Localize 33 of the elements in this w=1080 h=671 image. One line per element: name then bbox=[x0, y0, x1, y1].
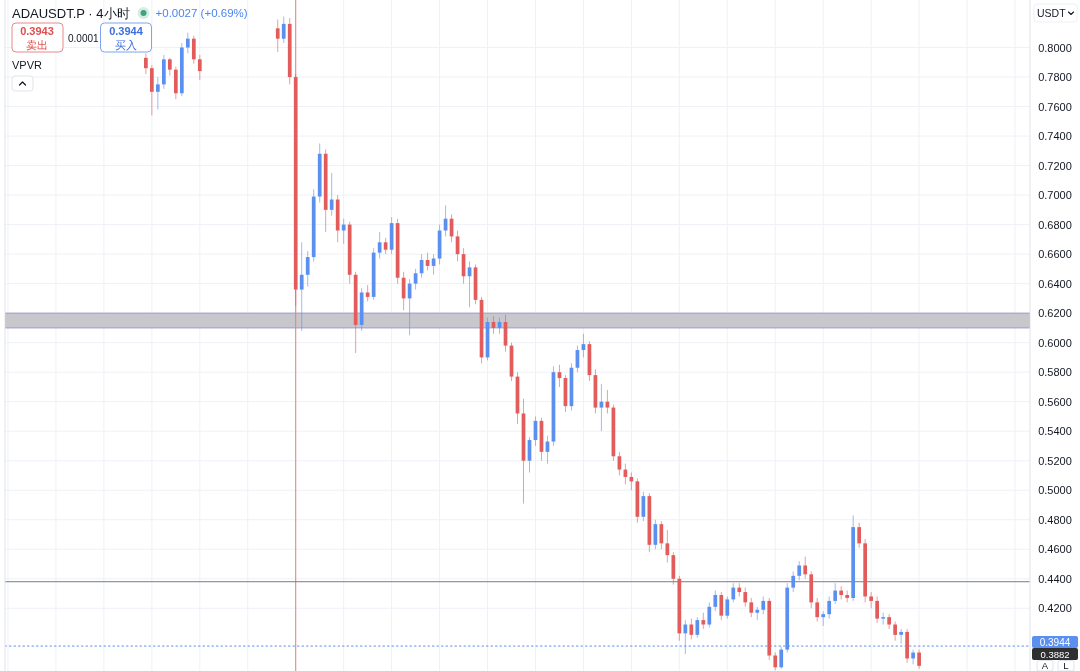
y-tick-label: 0.6200 bbox=[1038, 307, 1072, 320]
annotation: 0.3943 bbox=[20, 25, 54, 37]
chart-title: ADAUSDT.P · 4小时 bbox=[12, 5, 130, 21]
y-tick-label: 0.7400 bbox=[1038, 130, 1072, 143]
y-tick-label: 0.7200 bbox=[1038, 159, 1072, 172]
y-tick-label: 0.8000 bbox=[1038, 41, 1072, 54]
y-tick-label: 0.5600 bbox=[1038, 395, 1072, 408]
annotation: 买入 bbox=[115, 38, 137, 51]
annotation: +0.0027 (+0.69%) bbox=[155, 7, 248, 19]
y-tick-label: 0.5800 bbox=[1038, 366, 1072, 379]
annotation: 0.0001 bbox=[68, 32, 100, 44]
y-axis-title: USDT bbox=[1037, 7, 1067, 19]
y-tick-label: 0.6000 bbox=[1038, 336, 1072, 349]
y-tick-label: 0.7600 bbox=[1038, 100, 1072, 113]
annotation: 卖出 bbox=[26, 38, 48, 51]
text: A bbox=[1041, 660, 1049, 671]
y-tick-label: 0.4400 bbox=[1038, 572, 1072, 585]
y-tick-label: 0.7000 bbox=[1038, 189, 1072, 202]
ref-line-label: 0.3944 bbox=[1039, 636, 1071, 648]
y-tick-label: 0.5200 bbox=[1038, 454, 1072, 467]
y-tick-label: 0.4200 bbox=[1038, 602, 1072, 615]
y-tick-label: 0.4800 bbox=[1038, 513, 1072, 526]
text: L bbox=[1063, 660, 1069, 671]
y-tick-label: 0.6800 bbox=[1038, 218, 1072, 231]
text: 0.3882 bbox=[1040, 648, 1070, 660]
annotation: VPVR bbox=[12, 59, 43, 71]
y-tick-label: 0.6400 bbox=[1038, 277, 1072, 290]
y-tick-label: 0.4600 bbox=[1038, 543, 1072, 556]
y-tick-label: 0.7800 bbox=[1038, 71, 1072, 84]
y-tick-label: 0.5400 bbox=[1038, 425, 1072, 438]
annotation: 0.3944 bbox=[109, 25, 144, 37]
y-tick-label: 0.6600 bbox=[1038, 248, 1072, 261]
y-tick-label: 0.5000 bbox=[1038, 484, 1072, 497]
